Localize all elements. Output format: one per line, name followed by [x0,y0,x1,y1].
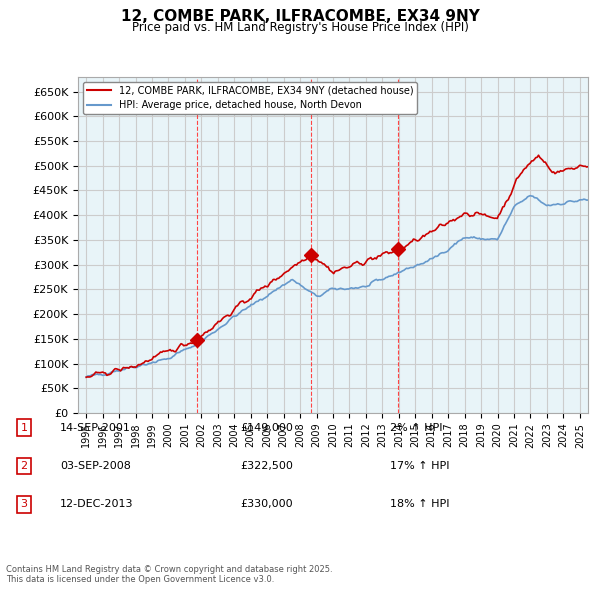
Text: 12, COMBE PARK, ILFRACOMBE, EX34 9NY: 12, COMBE PARK, ILFRACOMBE, EX34 9NY [121,9,479,24]
Text: £322,500: £322,500 [240,461,293,471]
Text: Price paid vs. HM Land Registry's House Price Index (HPI): Price paid vs. HM Land Registry's House … [131,21,469,34]
Legend: 12, COMBE PARK, ILFRACOMBE, EX34 9NY (detached house), HPI: Average price, detac: 12, COMBE PARK, ILFRACOMBE, EX34 9NY (de… [83,81,418,114]
Text: 18% ↑ HPI: 18% ↑ HPI [390,500,449,509]
Text: £149,000: £149,000 [240,423,293,432]
Text: Contains HM Land Registry data © Crown copyright and database right 2025.
This d: Contains HM Land Registry data © Crown c… [6,565,332,584]
Text: 17% ↑ HPI: 17% ↑ HPI [390,461,449,471]
Text: 12-DEC-2013: 12-DEC-2013 [60,500,133,509]
Text: 2: 2 [308,87,314,97]
Text: 2% ↑ HPI: 2% ↑ HPI [390,423,443,432]
Text: 14-SEP-2001: 14-SEP-2001 [60,423,131,432]
Text: £330,000: £330,000 [240,500,293,509]
Text: 3: 3 [394,87,401,97]
Text: 1: 1 [20,423,28,432]
Text: 1: 1 [193,87,200,97]
Text: 2: 2 [20,461,28,471]
Text: 03-SEP-2008: 03-SEP-2008 [60,461,131,471]
Text: 3: 3 [20,500,28,509]
